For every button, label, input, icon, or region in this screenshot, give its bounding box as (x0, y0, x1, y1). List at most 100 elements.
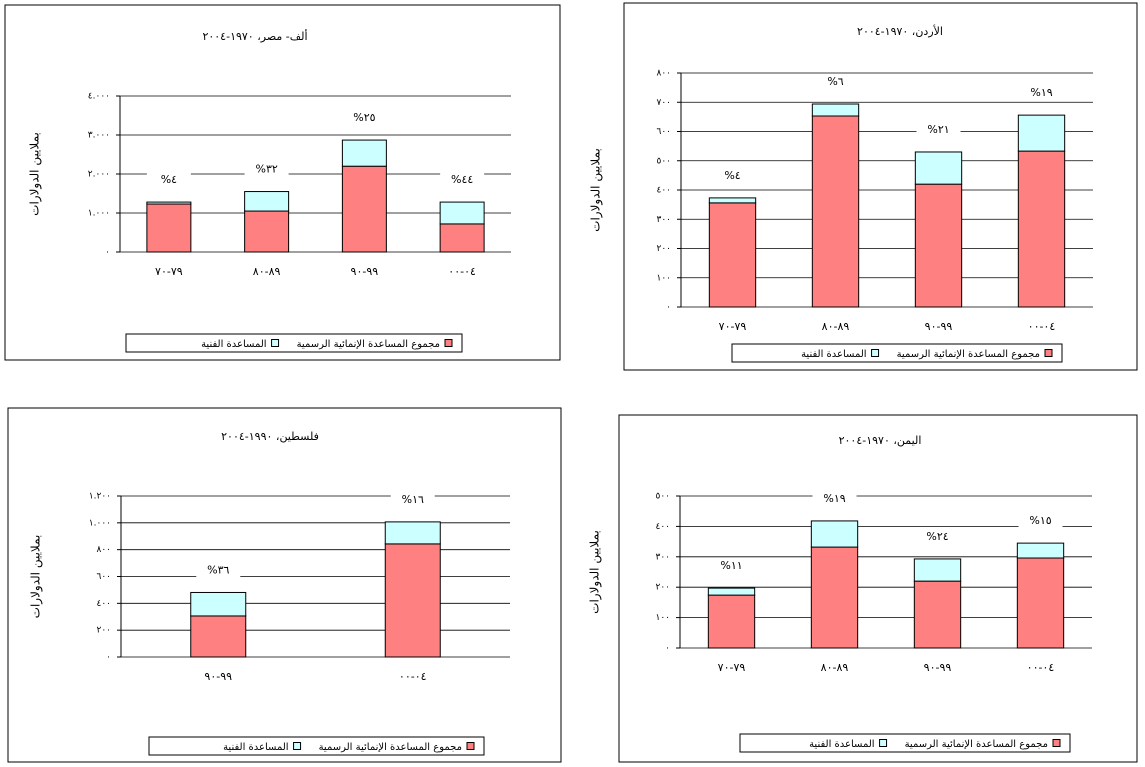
x-tick-label: ٨٩-٨٠ (253, 265, 281, 278)
y-tick-label: ٤.٠٠٠ (88, 92, 110, 102)
bar-segment (707, 587, 756, 596)
y-tick-label: ١٠٠ (656, 273, 671, 283)
y-tick-label: ٢.٠٠٠ (88, 170, 110, 180)
legend-box (148, 736, 485, 756)
bar-segment (439, 201, 485, 225)
annotation: %١٩ (823, 492, 845, 505)
y-tick-label: ٠ (105, 248, 110, 258)
x-tick-label: ٧٩-٧٠ (719, 320, 747, 333)
legend-swatch (293, 742, 302, 750)
chart-title: فلسطين، ١٩٩٠-٢٠٠٤ (221, 430, 319, 443)
bar-segment (1016, 542, 1065, 559)
y-tick-label: ٤٠٠ (655, 522, 670, 532)
annotation-bg (196, 562, 241, 579)
x-tick-label: ٠٤-٠٠ (1028, 320, 1056, 333)
legend-swatch (466, 742, 475, 750)
annotation-bg (916, 121, 961, 138)
y-axis-label: بملايين الدولارات (588, 530, 603, 614)
y-tick-label: ٢٠٠ (655, 583, 670, 593)
legend-label: المساعدة الفنية (809, 739, 875, 750)
legend-label: مجموع المساعدة الإنمائية الرسمية (897, 349, 1040, 360)
y-tick-label: ٤٠٠ (96, 599, 111, 609)
bar-segment (439, 223, 485, 253)
y-tick-label: ٦٠٠ (96, 572, 111, 582)
annotation-bg (813, 74, 858, 91)
legend-label: مجموع المساعدة الإنمائية الرسمية (297, 339, 440, 350)
annotation-bg (1019, 85, 1064, 102)
bar-segment (341, 139, 387, 167)
bar-segment (146, 201, 192, 205)
y-tick-label: ١.٢٠٠ (89, 492, 111, 502)
x-tick-label: ٩٩-٩٠ (925, 320, 953, 333)
bar-segment (914, 151, 963, 185)
annotation: %٤ (161, 173, 177, 186)
y-tick-label: ٣٠٠ (656, 215, 671, 225)
bar-segment (810, 546, 859, 649)
y-tick-label: ٨٠٠ (96, 545, 111, 555)
y-axis-label: بملايين الدولارات (29, 535, 44, 619)
annotation-bg (244, 161, 289, 178)
x-tick-label: ٠٤-٠٠ (448, 265, 476, 278)
bar-segment (810, 520, 859, 548)
legend-label: المساعدة الفنية (801, 349, 867, 360)
bar-segment (1016, 557, 1065, 649)
bar-segment (1017, 114, 1066, 152)
x-tick-label: ٧٩-٧٠ (155, 265, 183, 278)
annotation: %١٦ (402, 493, 424, 506)
y-tick-label: ١.٠٠٠ (88, 209, 110, 219)
annotation-bg (1018, 513, 1063, 530)
annotation: %٤ (724, 169, 740, 182)
chart-title: الأردن، ١٩٧٠-٢٠٠٤ (857, 24, 943, 38)
bar-segment (913, 558, 962, 582)
bar-segment (913, 580, 962, 649)
annotation: %١٩ (1030, 86, 1052, 99)
x-tick-label: ٧٩-٧٠ (718, 661, 746, 674)
annotation: %٣٢ (255, 163, 277, 176)
y-tick-label: ٠ (665, 644, 670, 654)
legend-swatch (271, 339, 280, 347)
y-tick-label: ٠ (666, 303, 671, 313)
y-axis-label: بملايين الدولارات (589, 148, 604, 232)
annotation-bg (709, 558, 754, 575)
bar-segment (190, 615, 247, 658)
bar-segment (384, 543, 441, 658)
annotation: %٢١ (927, 123, 949, 136)
y-tick-label: ٨٠٠ (656, 69, 671, 79)
y-tick-label: ٢٠٠ (656, 244, 671, 254)
y-tick-label: ٧٠٠ (656, 98, 671, 108)
y-tick-label: ١.٠٠٠ (89, 518, 111, 528)
bar-segment (707, 594, 756, 649)
x-tick-label: ٠٤-٠٠ (399, 670, 427, 683)
annotation: %٢٤ (926, 530, 948, 543)
bar-segment (244, 191, 290, 212)
legend-swatch (1052, 739, 1061, 747)
y-tick-label: ٢٠٠ (96, 626, 111, 636)
x-tick-label: ٨٩-٨٠ (821, 661, 849, 674)
annotation-bg (710, 167, 755, 184)
x-tick-label: ٩٩-٩٠ (924, 661, 952, 674)
annotation-bg (812, 490, 857, 507)
legend-swatch (871, 349, 880, 357)
chart-title: اليمن، ١٩٧٠-٢٠٠٤ (839, 434, 922, 447)
y-tick-label: ٤٠٠ (656, 186, 671, 196)
annotation: %٢٥ (353, 111, 375, 124)
annotation-bg (440, 172, 485, 189)
x-tick-label: ٠٤-٠٠ (1027, 661, 1055, 674)
panel (7, 407, 562, 763)
annotation-bg (915, 528, 960, 545)
x-tick-label: ٩٩-٩٠ (204, 670, 232, 683)
legend-label: المساعدة الفنية (223, 742, 289, 753)
legend-box (125, 333, 463, 353)
x-tick-label: ٩٩-٩٠ (351, 265, 379, 278)
y-tick-label: ٣٠٠ (655, 552, 670, 562)
x-tick-label: ٨٩-٨٠ (822, 320, 850, 333)
y-tick-label: ٥٠٠ (656, 156, 671, 166)
legend-box (731, 343, 1063, 363)
legend-swatch (444, 339, 453, 347)
legend-label: المساعدة الفنية (201, 339, 267, 350)
legend-label: مجموع المساعدة الإنمائية الرسمية (319, 742, 462, 753)
bar-segment (811, 115, 860, 308)
annotation-bg (390, 491, 435, 508)
bar-segment (708, 202, 757, 308)
